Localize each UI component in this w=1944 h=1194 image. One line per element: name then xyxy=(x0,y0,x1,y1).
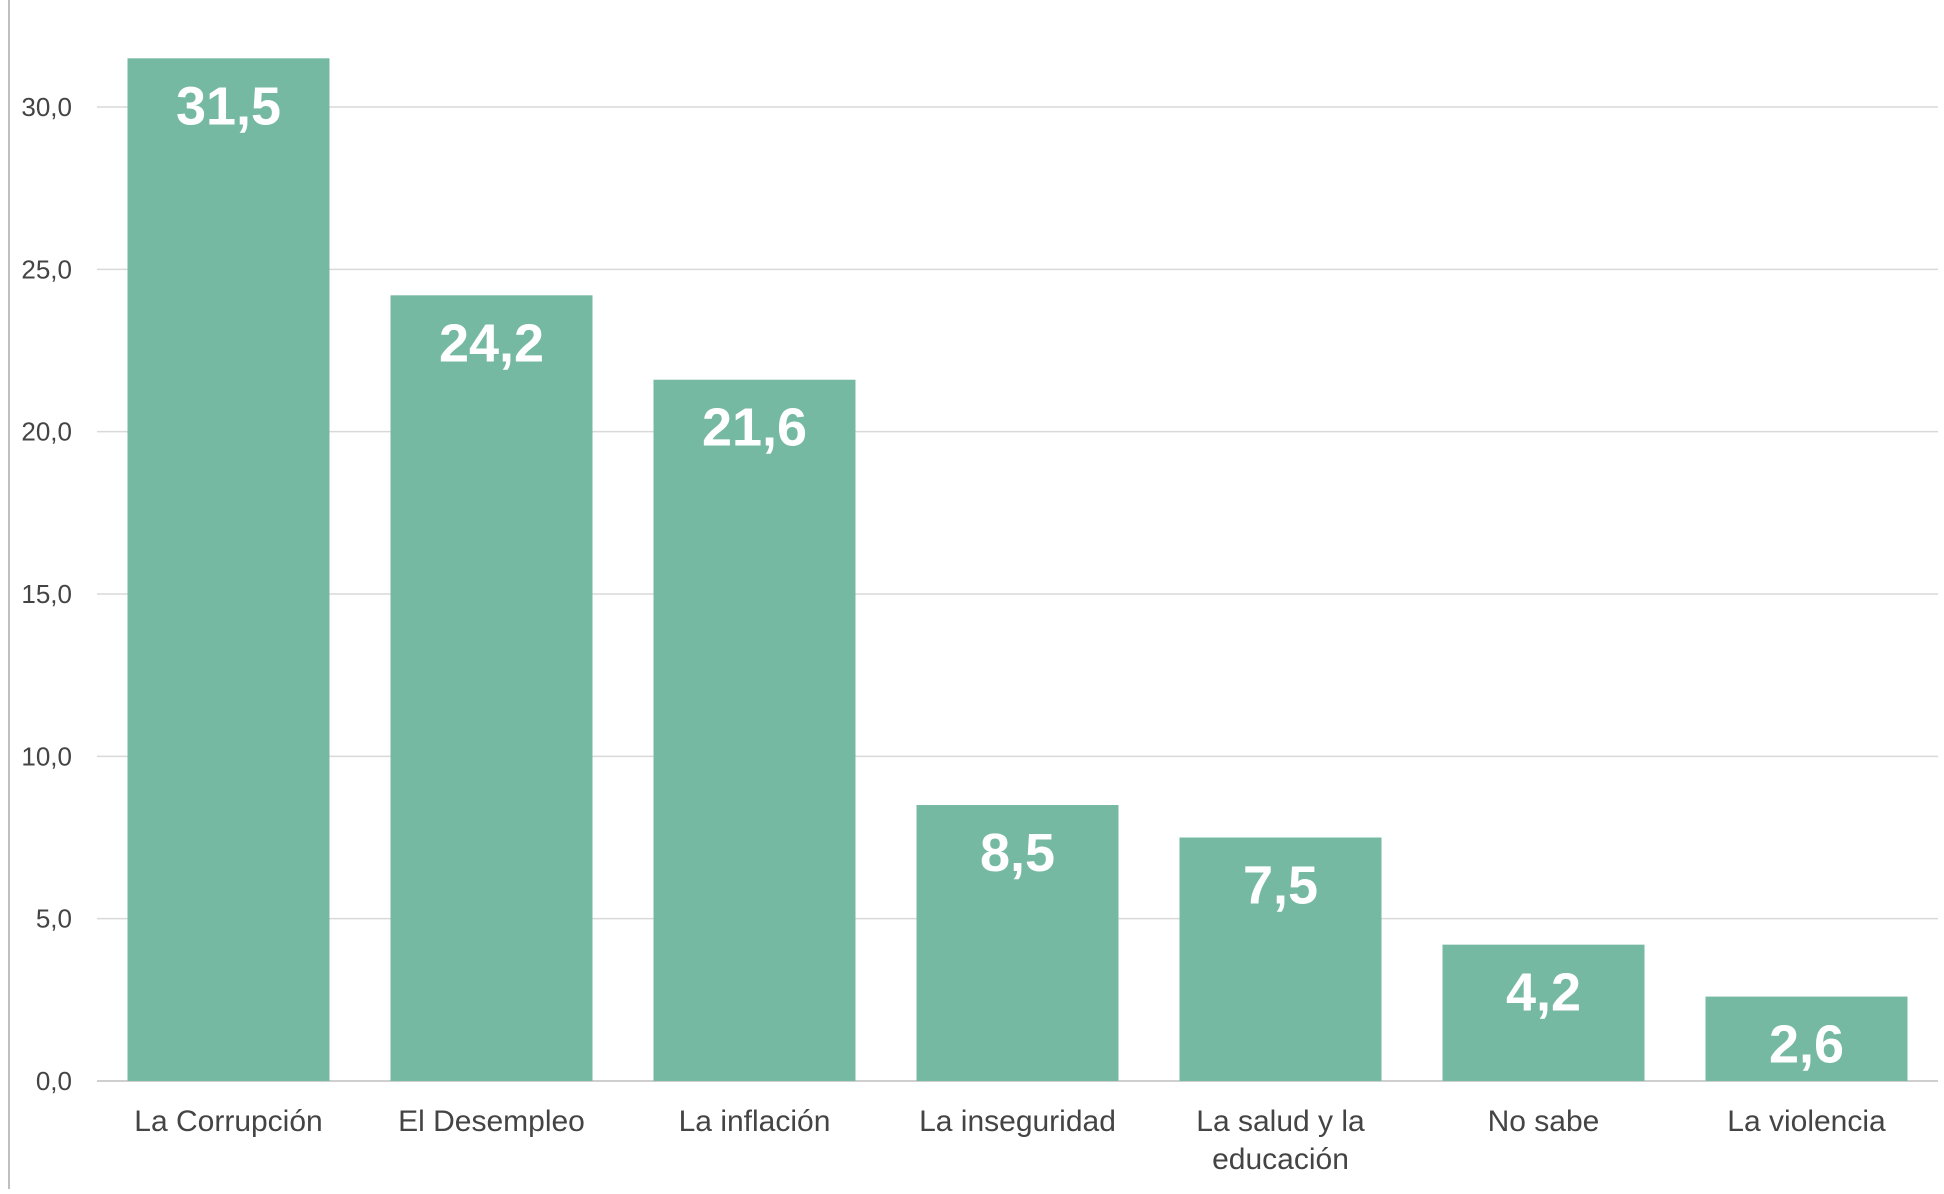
bar xyxy=(127,58,330,1082)
x-category-label: El Desempleo xyxy=(398,1105,585,1138)
bars: 31,5 24,2 21,6 8,5 7,5 4,2 2,6 xyxy=(127,58,1908,1082)
bar xyxy=(916,805,1119,1081)
bar-value-label: 24,2 xyxy=(439,313,544,373)
bar xyxy=(1705,996,1908,1081)
y-tick-label: 30,0 xyxy=(21,92,72,122)
bar xyxy=(1179,837,1382,1081)
y-tick-label: 0,0 xyxy=(36,1066,72,1096)
x-category-label: La salud y la xyxy=(1196,1105,1365,1138)
x-category-label: La inflación xyxy=(679,1105,831,1138)
x-category-label: La violencia xyxy=(1727,1105,1886,1138)
bar-value-label: 4,2 xyxy=(1506,963,1581,1023)
y-tick-label: 25,0 xyxy=(21,254,72,284)
y-tick-label: 5,0 xyxy=(36,904,72,934)
bar-value-label: 7,5 xyxy=(1243,856,1318,916)
bar-value-label: 2,6 xyxy=(1769,1015,1844,1075)
y-tick-label: 10,0 xyxy=(21,741,72,771)
bar-value-label: 31,5 xyxy=(176,76,281,136)
bar xyxy=(653,379,856,1082)
x-axis-categories: La Corrupción El Desempleo La inflación La … xyxy=(134,1105,1886,1176)
x-category-label: educación xyxy=(1212,1143,1349,1176)
y-tick-label: 15,0 xyxy=(21,579,72,609)
bar-value-label: 8,5 xyxy=(980,823,1055,883)
bar-value-label: 21,6 xyxy=(702,398,807,458)
x-category-label: La Corrupción xyxy=(134,1105,322,1138)
x-category-label: No sabe xyxy=(1488,1105,1600,1138)
bar xyxy=(1442,944,1645,1081)
bar xyxy=(390,295,593,1082)
x-category-label: La inseguridad xyxy=(919,1105,1116,1138)
y-tick-label: 20,0 xyxy=(21,417,72,447)
y-axis-ticks: 0,0 5,0 10,0 15,0 20,0 25,0 30,0 xyxy=(21,92,72,1096)
